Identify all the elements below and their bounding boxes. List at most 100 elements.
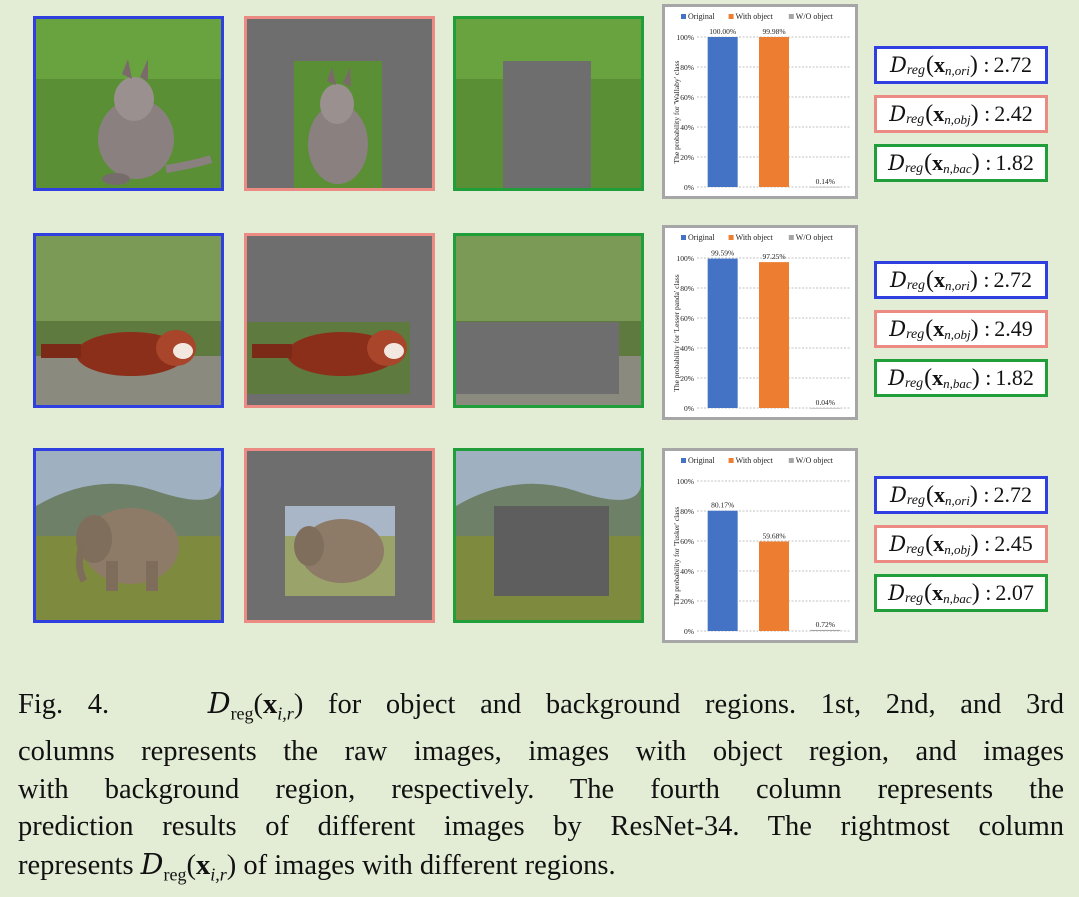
y-tick-label: 40% — [680, 123, 694, 132]
figure-row-red-panda: Original With object W/O object 0% 20% 40% 60%… — [0, 225, 1079, 431]
raw-image-elephant — [33, 448, 224, 623]
y-tick-label: 40% — [680, 567, 694, 576]
raw-image-wallaby — [33, 16, 224, 191]
legend-swatch — [788, 458, 794, 463]
dreg-value: 2.72 — [993, 482, 1033, 507]
raw-image-red-panda — [33, 233, 224, 408]
x-symbol: x — [933, 482, 945, 507]
y-tick-label: 100% — [677, 33, 695, 42]
dreg-value: 2.42 — [994, 101, 1033, 126]
legend-swatch — [788, 235, 794, 240]
dreg-value: 2.49 — [994, 316, 1033, 341]
probability-chart-wallaby: Original With object W/O object 0% 20% 40% 60%… — [662, 4, 858, 199]
data-label: 0.14% — [816, 177, 835, 186]
legend-swatch — [728, 14, 734, 19]
legend-label: W/O object — [796, 12, 834, 21]
y-tick-label: 40% — [680, 344, 694, 353]
y-axis-label: The probability for 'Wallaby' class — [672, 60, 681, 163]
reg-subscript: reg — [905, 161, 924, 176]
bar — [810, 629, 841, 631]
x-symbol: x — [932, 365, 944, 390]
d-symbol: D — [889, 532, 907, 556]
data-label: 97.25% — [762, 252, 785, 261]
figure-number: Fig. 4. — [18, 689, 110, 720]
reg-subscript: reg — [906, 63, 925, 78]
y-axis-label: The probability for 'Tusker' class — [672, 507, 681, 606]
object-region-image-wallaby — [244, 16, 435, 191]
y-tick-label: 100% — [677, 254, 695, 263]
region-subscript: n,bac — [943, 376, 972, 391]
background-region-image-elephant — [453, 448, 644, 623]
data-label: 99.59% — [711, 249, 734, 258]
legend-swatch — [681, 14, 686, 19]
y-tick-label: 80% — [680, 63, 694, 72]
background-region-image-red-panda — [453, 233, 644, 408]
caption-line-4: prediction results of different images b… — [18, 811, 1064, 843]
dreg-math: Dreg(xi,r) — [140, 847, 237, 885]
region-subscript: n,ori — [944, 278, 970, 293]
region-subscript: n,bac — [943, 591, 972, 606]
x-symbol: x — [933, 52, 945, 77]
y-axis-label: The probability for 'Lesser panda' class — [672, 274, 681, 392]
bar — [810, 407, 841, 409]
reg-subscript: reg — [905, 591, 924, 606]
region-subscript: n,bac — [943, 161, 972, 176]
bar — [759, 262, 789, 408]
region-subscript: n,obj — [944, 112, 971, 127]
data-label: 99.98% — [762, 27, 785, 36]
legend-swatch — [728, 458, 734, 463]
data-label: 0.72% — [816, 620, 835, 629]
region-subscript: n,ori — [944, 63, 970, 78]
probability-chart-red-panda: Original With object W/O object 0% 20% 40% 60%… — [662, 225, 858, 420]
region-subscript: n,obj — [944, 542, 971, 557]
y-tick-label: 80% — [680, 284, 694, 293]
y-tick-label: 60% — [680, 93, 694, 102]
reg-subscript: reg — [906, 493, 925, 508]
legend-swatch — [728, 235, 734, 240]
probability-chart-elephant: Original With object W/O object 0% 20% 40% 60%… — [662, 448, 858, 643]
region-subscript: n,ori — [944, 493, 970, 508]
y-tick-label: 0% — [684, 404, 694, 413]
dreg-value: 1.82 — [995, 150, 1034, 175]
legend-swatch — [788, 14, 794, 19]
y-tick-label: 0% — [684, 183, 694, 192]
y-tick-label: 80% — [680, 507, 694, 516]
caption-line-5: represents Dreg(xi,r) of images with dif… — [18, 847, 616, 885]
region-subscript: n,obj — [944, 327, 971, 342]
dreg-math: Dreg(xi,r) — [207, 687, 304, 724]
bar — [759, 541, 789, 631]
reg-subscript: reg — [905, 376, 924, 391]
dreg-value: 2.72 — [993, 267, 1033, 292]
data-label: 80.17% — [711, 501, 734, 510]
legend-label: With object — [736, 12, 774, 21]
bar — [707, 258, 738, 408]
figure-caption: Fig. 4. Dreg(xi,r) for object and backgr… — [18, 685, 1064, 894]
legend-label: W/O object — [796, 233, 834, 242]
y-tick-label: 0% — [684, 627, 694, 636]
dreg-value: 2.45 — [994, 531, 1033, 556]
bar — [810, 186, 841, 188]
x-symbol: x — [933, 531, 945, 556]
object-region-image-elephant — [244, 448, 435, 623]
d-symbol: D — [889, 102, 907, 126]
caption-line-2: columns represents the raw images, image… — [18, 736, 1064, 768]
bar — [707, 37, 738, 187]
d-symbol: D — [888, 581, 906, 605]
figure-row-wallaby: Original With object W/O object 0% 20% 40% 60%… — [0, 4, 1079, 214]
y-tick-label: 20% — [680, 153, 694, 162]
x-symbol: x — [933, 267, 945, 292]
data-label: 100.00% — [709, 27, 736, 36]
caption-line-1: Fig. 4. Dreg(xi,r) for object and backgr… — [18, 687, 1065, 724]
reg-subscript: reg — [906, 542, 925, 557]
legend-label: Original — [688, 456, 715, 465]
d-symbol: D — [888, 366, 906, 390]
x-symbol: x — [932, 150, 944, 175]
